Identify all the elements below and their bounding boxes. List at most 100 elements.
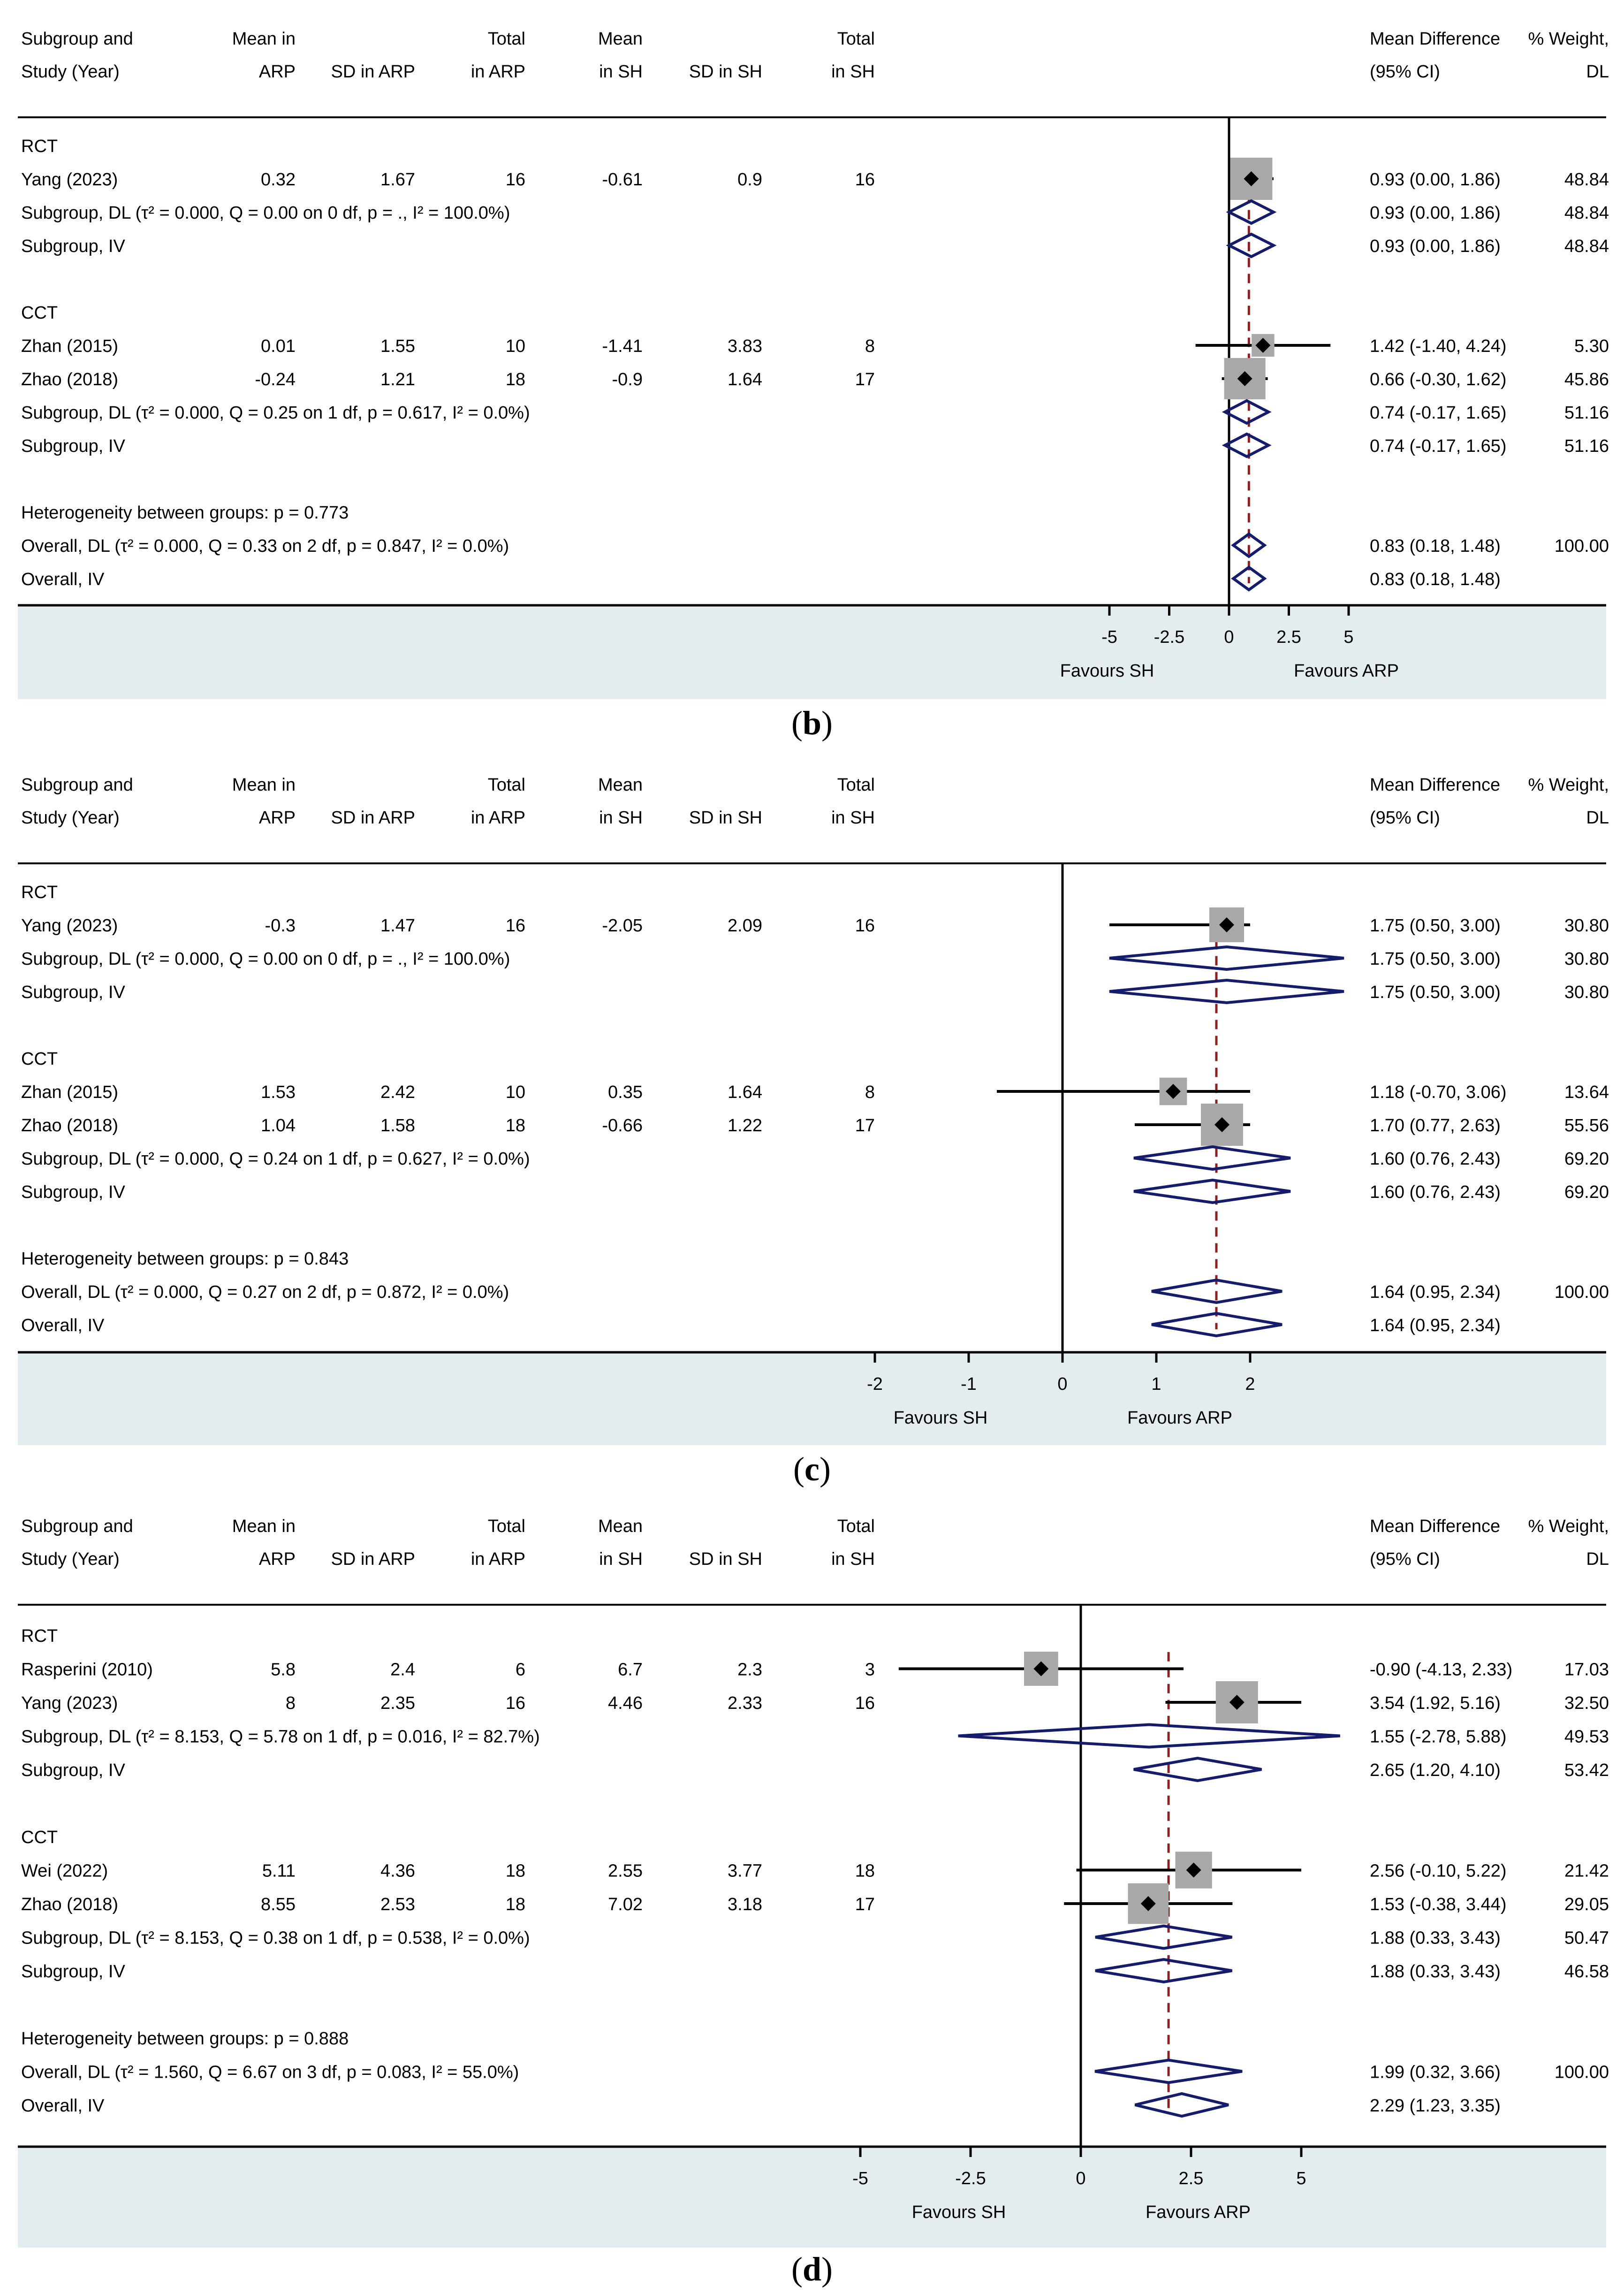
x-axis-tick-label: -5 (852, 2169, 868, 2188)
pooled-estimate-label: Subgroup, IV (21, 1962, 125, 1982)
subgroup-header-label: RCT (21, 1626, 58, 1646)
study-value-sd-arp: 2.53 (380, 1895, 415, 1914)
study-label: Zhao (2018) (21, 1895, 118, 1914)
axis-band (18, 1352, 1606, 1445)
study-value-mean-sh: -2.05 (602, 916, 643, 936)
column-header: Mean (598, 29, 643, 49)
study-value-n-arp: 10 (506, 336, 525, 356)
study-value-sd-arp: 2.4 (390, 1660, 415, 1680)
study-value-sd-sh: 0.9 (737, 170, 762, 190)
weight-text: 30.80 (1564, 916, 1609, 936)
pooled-estimate-label: Subgroup, DL (τ² = 0.000, Q = 0.25 on 1 … (21, 403, 530, 423)
point-estimate-marker (1219, 917, 1234, 932)
point-estimate-marker (1033, 1661, 1049, 1677)
column-header: Study (Year) (21, 62, 120, 82)
subgroup-header-label: CCT (21, 303, 58, 323)
column-header: SD in SH (689, 808, 762, 828)
pooled-estimate-label: Subgroup, IV (21, 1182, 125, 1202)
column-header: Study (Year) (21, 808, 120, 828)
point-estimate-marker (1140, 1896, 1156, 1911)
subgroup-header-label: RCT (21, 137, 58, 156)
point-estimate-marker (1166, 1084, 1181, 1099)
x-axis-tick-label: -2.5 (955, 2169, 986, 2188)
study-value-sd-arp: 1.55 (380, 336, 415, 356)
study-value-mean-arp: 5.8 (271, 1660, 296, 1680)
heterogeneity-label: Heterogeneity between groups: p = 0.888 (21, 2029, 349, 2049)
point-estimate-marker (1237, 371, 1252, 386)
weight-text: 49.53 (1564, 1727, 1609, 1747)
column-header: in SH (831, 1549, 875, 1569)
subgroup-header-label: CCT (21, 1049, 58, 1069)
x-axis-tick-label: 2 (1245, 1374, 1255, 1394)
subgroup-header-label: CCT (21, 1828, 58, 1847)
weight-text: 53.42 (1564, 1761, 1609, 1780)
column-header: DL (1586, 62, 1609, 82)
x-axis-tick-label: 0 (1076, 2169, 1085, 2188)
column-header: Total (837, 29, 875, 49)
column-header: Total (488, 29, 525, 49)
pooled-estimate-label: Overall, IV (21, 1316, 105, 1335)
column-header: Subgroup and (21, 29, 133, 49)
favours-left-label: Favours SH (1060, 661, 1154, 681)
weight-text: 29.05 (1564, 1895, 1609, 1914)
weight-text: 100.00 (1555, 2063, 1609, 2082)
study-value-sd-sh: 1.64 (728, 1082, 762, 1102)
study-value-sd-arp: 1.47 (380, 916, 415, 936)
x-axis-tick-label: 2.5 (1179, 2169, 1204, 2188)
study-value-sd-sh: 1.64 (728, 370, 762, 389)
study-value-sd-sh: 3.18 (728, 1895, 762, 1914)
favours-right-label: Favours ARP (1146, 2203, 1251, 2222)
weight-text: 51.16 (1564, 403, 1609, 423)
study-value-sd-arp: 2.42 (380, 1082, 415, 1102)
pooled-estimate-label: Subgroup, DL (τ² = 0.000, Q = 0.24 on 1 … (21, 1149, 530, 1169)
column-header: (95% CI) (1370, 808, 1440, 828)
forest-plot-panel-b: Subgroup and Study (Year) Mean in ARP SD in … (0, 14, 1624, 699)
point-estimate-marker (1255, 338, 1271, 353)
ci-text: 1.88 (0.33, 3.43) (1370, 1962, 1501, 1982)
ci-text: 2.29 (1.23, 3.35) (1370, 2096, 1501, 2116)
study-value-sd-arp: 4.36 (380, 1861, 415, 1881)
pooled-estimate-diamond (1151, 1278, 1283, 1304)
study-value-mean-sh: 0.35 (608, 1082, 643, 1102)
x-axis-tick-label: -1 (961, 1374, 977, 1394)
x-axis-tick-label: 2.5 (1276, 627, 1301, 647)
column-header: DL (1586, 808, 1609, 828)
study-value-mean-arp: -0.3 (265, 916, 296, 936)
column-header: ARP (259, 62, 296, 82)
favours-left-label: Favours SH (894, 1408, 988, 1428)
favours-left-label: Favours SH (912, 2203, 1006, 2222)
pooled-estimate-diamond (1133, 1178, 1291, 1204)
pooled-estimate-label: Subgroup, DL (τ² = 8.153, Q = 5.78 on 1 … (21, 1727, 540, 1747)
pooled-estimate-diamond (1109, 945, 1344, 971)
pooled-estimate-diamond (1094, 2058, 1243, 2084)
study-value-n-arp: 6 (516, 1660, 525, 1680)
study-value-n-sh: 18 (855, 1861, 875, 1881)
pooled-estimate-diamond (958, 1723, 1340, 1749)
pooled-estimate-label: Subgroup, IV (21, 236, 125, 256)
weight-text: 51.16 (1564, 436, 1609, 456)
study-value-n-arp: 18 (506, 370, 525, 389)
x-axis-tick-label: -5 (1101, 627, 1117, 647)
weight-text: 100.00 (1555, 1282, 1609, 1302)
ci-text: 3.54 (1.92, 5.16) (1370, 1693, 1501, 1713)
study-value-sd-arp: 1.67 (380, 170, 415, 190)
ci-text: 1.53 (-0.38, 3.44) (1370, 1895, 1507, 1914)
weight-text: 45.86 (1564, 370, 1609, 389)
study-value-n-sh: 8 (865, 1082, 875, 1102)
column-header: ARP (259, 1549, 296, 1569)
ci-text: 1.55 (-2.78, 5.88) (1370, 1727, 1507, 1747)
pooled-estimate-label: Subgroup, DL (τ² = 0.000, Q = 0.00 on 0 … (21, 949, 510, 969)
study-value-n-arp: 16 (506, 916, 525, 936)
column-header: in SH (599, 808, 643, 828)
ci-text: 1.75 (0.50, 3.00) (1370, 916, 1501, 936)
study-value-n-arp: 10 (506, 1082, 525, 1102)
forest-plot-svg: Subgroup and Study (Year) Mean in ARP SD in … (18, 29, 1609, 699)
study-value-n-sh: 17 (855, 1895, 875, 1914)
weight-text: 46.58 (1564, 1962, 1609, 1982)
ci-text: 2.56 (-0.10, 5.22) (1370, 1861, 1507, 1881)
study-label: Zhan (2015) (21, 1082, 118, 1102)
ci-text: 0.93 (0.00, 1.86) (1370, 203, 1501, 223)
study-value-mean-sh: 4.46 (608, 1693, 643, 1713)
study-label: Zhao (2018) (21, 370, 118, 389)
study-label: Yang (2023) (21, 916, 118, 936)
